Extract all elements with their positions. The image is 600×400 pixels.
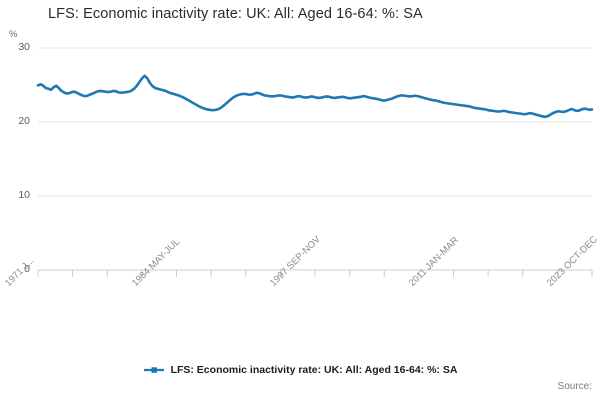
data-series-line bbox=[36, 74, 594, 119]
legend-line-marker-icon bbox=[143, 367, 164, 373]
source-note: Source: bbox=[557, 381, 592, 392]
y-axis-tick-label: 0 bbox=[24, 263, 30, 275]
y-axis-tick-label: 10 bbox=[18, 189, 30, 201]
x-axis-ticks bbox=[37, 270, 593, 277]
gridlines bbox=[38, 47, 592, 197]
legend-item[interactable]: LFS: Economic inactivity rate: UK: All: … bbox=[143, 364, 458, 376]
page-title: LFS: Economic inactivity rate: UK: All: … bbox=[48, 6, 423, 22]
y-axis-unit-label: % bbox=[9, 29, 18, 40]
legend-item-label: LFS: Economic inactivity rate: UK: All: … bbox=[170, 364, 458, 376]
chart-legend: LFS: Economic inactivity rate: UK: All: … bbox=[0, 364, 600, 376]
y-axis-tick-label: 20 bbox=[18, 115, 30, 127]
series-path bbox=[36, 74, 594, 119]
y-axis-tick-label: 30 bbox=[18, 41, 30, 53]
